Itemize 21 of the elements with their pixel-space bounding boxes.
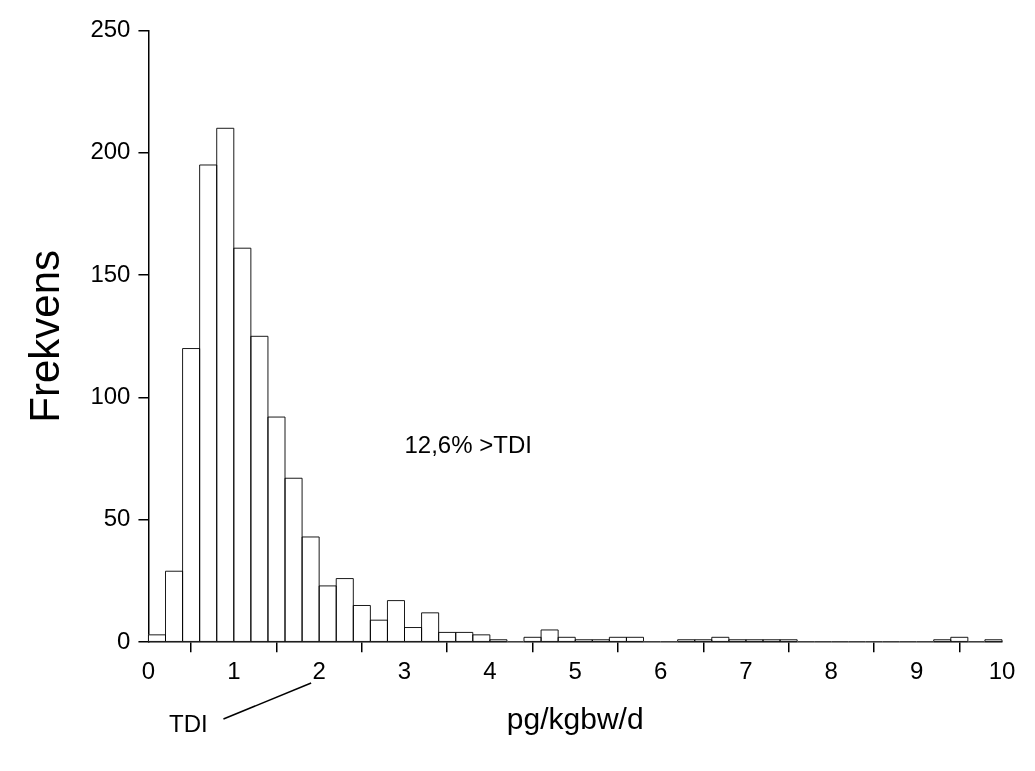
x-tick-label: 3	[397, 657, 412, 685]
x-tick-label: 4	[483, 657, 497, 685]
x-tick-label: 10	[988, 657, 1016, 685]
x-tick-label: 2	[312, 657, 326, 685]
x-tick-label: 6	[653, 657, 668, 685]
y-axis-title: Frekvens	[20, 249, 68, 423]
x-tick-label: 0	[141, 657, 156, 685]
x-tick-label: 1	[227, 657, 241, 685]
y-tick-label: 150	[90, 259, 131, 287]
y-tick-label: 50	[103, 504, 131, 532]
x-tick-label: 8	[824, 657, 838, 685]
x-tick-label: 7	[739, 657, 753, 685]
x-tick-label: 9	[909, 657, 924, 685]
x-axis-title: pg/kgbw/d	[506, 702, 644, 736]
y-tick-label: 0	[117, 626, 131, 654]
y-tick-label: 250	[90, 15, 131, 43]
y-tick-label: 200	[90, 137, 131, 165]
text: TDI	[169, 709, 208, 737]
annotation: 12,6% >TDI	[404, 431, 532, 459]
x-tick-label: 5	[568, 657, 582, 685]
y-tick-label: 100	[90, 382, 131, 410]
